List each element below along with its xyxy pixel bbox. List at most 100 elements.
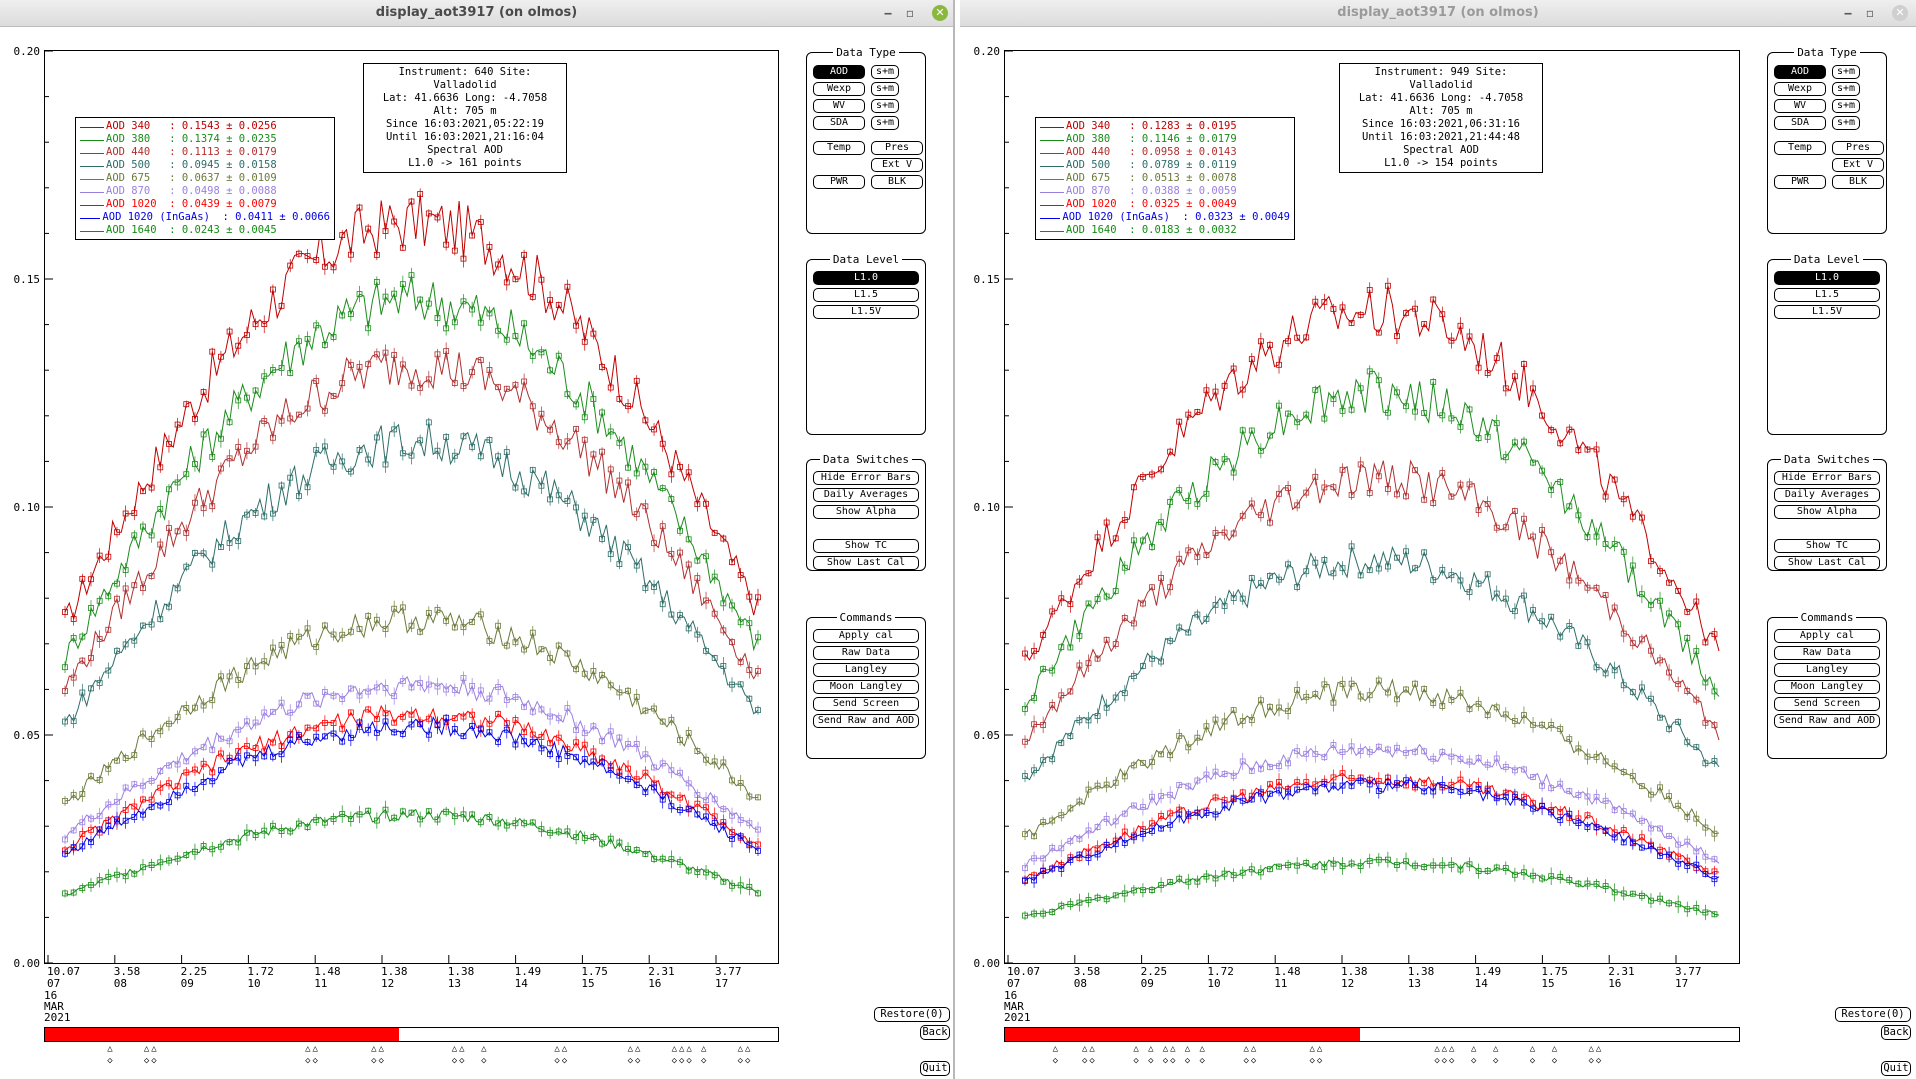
observation-mark-icon: △ ◇ [1170, 1044, 1176, 1066]
wexp-sm-button[interactable]: s+m [1832, 82, 1860, 96]
show-alpha-button[interactable]: Show Alpha [1774, 505, 1880, 519]
close-icon[interactable]: ✕ [932, 5, 948, 21]
back-button[interactable]: Back [920, 1025, 950, 1040]
window-titlebar[interactable]: display_aot3917 (on olmos) ‒ ▫ ✕ [960, 0, 1916, 27]
triangle-marker-icon [80, 160, 104, 172]
x-tick-day: 13 [447, 977, 462, 990]
legend-label: AOD 500 : 0.0945 ± 0.0158 [106, 159, 277, 171]
wexp-button[interactable]: Wexp [813, 82, 865, 96]
send-raw-and-aod-button[interactable]: Send Raw and AOD [813, 714, 919, 728]
send-raw-and-aod-button[interactable]: Send Raw and AOD [1774, 714, 1880, 728]
legend-entry: AOD 440 : 0.1113 ± 0.0179 [80, 146, 330, 159]
sda-button[interactable]: SDA [1774, 116, 1826, 130]
observation-mark-icon: △ ◇ [671, 1044, 678, 1066]
observation-mark-icon: △ ◇ [1184, 1044, 1191, 1066]
sda-sm-button[interactable]: s+m [1832, 116, 1860, 130]
maximize-icon[interactable]: ▫ [905, 6, 915, 20]
level-l15v-button[interactable]: L1.5V [1774, 305, 1880, 319]
minimize-icon[interactable]: ‒ [883, 6, 893, 20]
wexp-sm-button[interactable]: s+m [871, 82, 899, 96]
show-tc-button[interactable]: Show TC [1774, 539, 1880, 553]
observation-mark-icon: △ ◇ [1089, 1044, 1095, 1066]
raw-data-button[interactable]: Raw Data [1774, 646, 1880, 660]
legend-entry: AOD 340 : 0.1283 ± 0.0195 [1040, 120, 1290, 133]
level-l10-button[interactable]: L1.0 [1774, 271, 1880, 285]
minimize-icon[interactable]: ‒ [1843, 6, 1853, 20]
raw-data-button[interactable]: Raw Data [813, 646, 919, 660]
apply-cal-button[interactable]: Apply cal [1774, 629, 1880, 643]
scrollbar-fill[interactable] [1005, 1028, 1360, 1041]
blk-button[interactable]: BLK [871, 175, 923, 189]
aod-sm-button[interactable]: s+m [1832, 65, 1860, 79]
hide-error-bars-button[interactable]: Hide Error Bars [813, 471, 919, 485]
langley-button[interactable]: Langley [1774, 663, 1880, 677]
data-type-group: Data Type AOD s+m Wexp s+m WV s+m SDA s+… [806, 46, 926, 234]
pres-button[interactable]: Pres [871, 141, 923, 155]
square-marker-icon [1040, 121, 1064, 133]
wv-sm-button[interactable]: s+m [1832, 99, 1860, 113]
back-button[interactable]: Back [1881, 1025, 1911, 1040]
send-screen-button[interactable]: Send Screen [813, 697, 919, 711]
blk-button[interactable]: BLK [1832, 175, 1884, 189]
moon-langley-button[interactable]: Moon Langley [813, 680, 919, 694]
x-tick-day: 08 [1073, 977, 1088, 990]
ext-v-button[interactable]: Ext V [871, 158, 923, 172]
level-l10-button[interactable]: L1.0 [813, 271, 919, 285]
quit-button[interactable]: Quit [920, 1061, 950, 1076]
time-scrollbar[interactable] [44, 1027, 779, 1042]
x-marker-icon [1040, 199, 1064, 211]
x-tick-day: 12 [381, 977, 395, 990]
show-last-cal-button[interactable]: Show Last Cal [1774, 556, 1880, 570]
level-l15v-button[interactable]: L1.5V [813, 305, 919, 319]
info-line: L1.0 -> 161 points [408, 157, 522, 169]
wexp-button[interactable]: Wexp [1774, 82, 1826, 96]
maximize-icon[interactable]: ▫ [1865, 6, 1875, 20]
sda-button[interactable]: SDA [813, 116, 865, 130]
x-tick-value: 3.77 [715, 965, 742, 978]
moon-langley-button[interactable]: Moon Langley [1774, 680, 1880, 694]
langley-button[interactable]: Langley [813, 663, 919, 677]
aod-button[interactable]: AOD [1774, 65, 1826, 79]
daily-averages-button[interactable]: Daily Averages [813, 488, 919, 502]
wv-sm-button[interactable]: s+m [871, 99, 899, 113]
observation-mark-icon: △ ◇ [1595, 1044, 1602, 1066]
sda-sm-button[interactable]: s+m [871, 116, 899, 130]
close-icon[interactable]: ✕ [1892, 5, 1908, 21]
aod-sm-button[interactable]: s+m [871, 65, 899, 79]
level-l15-button[interactable]: L1.5 [813, 288, 919, 302]
aod-plot[interactable]: Instrument: 949 Site: Valladolid Lat: 41… [1004, 50, 1740, 964]
observation-mark-icon: △ ◇ [1449, 1044, 1455, 1066]
ext-v-button[interactable]: Ext V [1832, 158, 1884, 172]
aod-plot[interactable]: Instrument: 640 Site: Valladolid Lat: 41… [44, 50, 779, 964]
date-day: 16 [1004, 989, 1018, 1002]
temp-button[interactable]: Temp [813, 141, 865, 155]
restore-button[interactable]: Restore(0) [874, 1007, 950, 1022]
temp-button[interactable]: Temp [1774, 141, 1826, 155]
pres-button[interactable]: Pres [1832, 141, 1884, 155]
aod-button[interactable]: AOD [813, 65, 865, 79]
restore-button[interactable]: Restore(0) [1835, 1007, 1911, 1022]
hide-error-bars-button[interactable]: Hide Error Bars [1774, 471, 1880, 485]
y-tick-label: 0.15 [973, 273, 1001, 286]
send-screen-button[interactable]: Send Screen [1774, 697, 1880, 711]
right-window: display_aot3917 (on olmos) ‒ ▫ ✕ 0.20 0.… [960, 0, 1916, 1079]
apply-cal-button[interactable]: Apply cal [813, 629, 919, 643]
x-tick-value: 10.07 [1007, 965, 1041, 978]
legend-entry: AOD 340 : 0.1543 ± 0.0256 [80, 120, 330, 133]
pwr-button[interactable]: PWR [813, 175, 865, 189]
show-tc-button[interactable]: Show TC [813, 539, 919, 553]
x-tick-value: 1.48 [1274, 965, 1301, 978]
observation-mark-icon: △ ◇ [1471, 1044, 1477, 1066]
wv-button[interactable]: WV [1774, 99, 1826, 113]
quit-button[interactable]: Quit [1881, 1061, 1911, 1076]
legend-label: AOD 340 : 0.1543 ± 0.0256 [106, 120, 277, 132]
show-alpha-button[interactable]: Show Alpha [813, 505, 919, 519]
wv-button[interactable]: WV [813, 99, 865, 113]
time-scrollbar[interactable] [1004, 1027, 1740, 1042]
scrollbar-fill[interactable] [45, 1028, 400, 1041]
pwr-button[interactable]: PWR [1774, 175, 1826, 189]
level-l15-button[interactable]: L1.5 [1774, 288, 1880, 302]
show-last-cal-button[interactable]: Show Last Cal [813, 556, 919, 570]
window-titlebar[interactable]: display_aot3917 (on olmos) ‒ ▫ ✕ [0, 0, 953, 27]
daily-averages-button[interactable]: Daily Averages [1774, 488, 1880, 502]
